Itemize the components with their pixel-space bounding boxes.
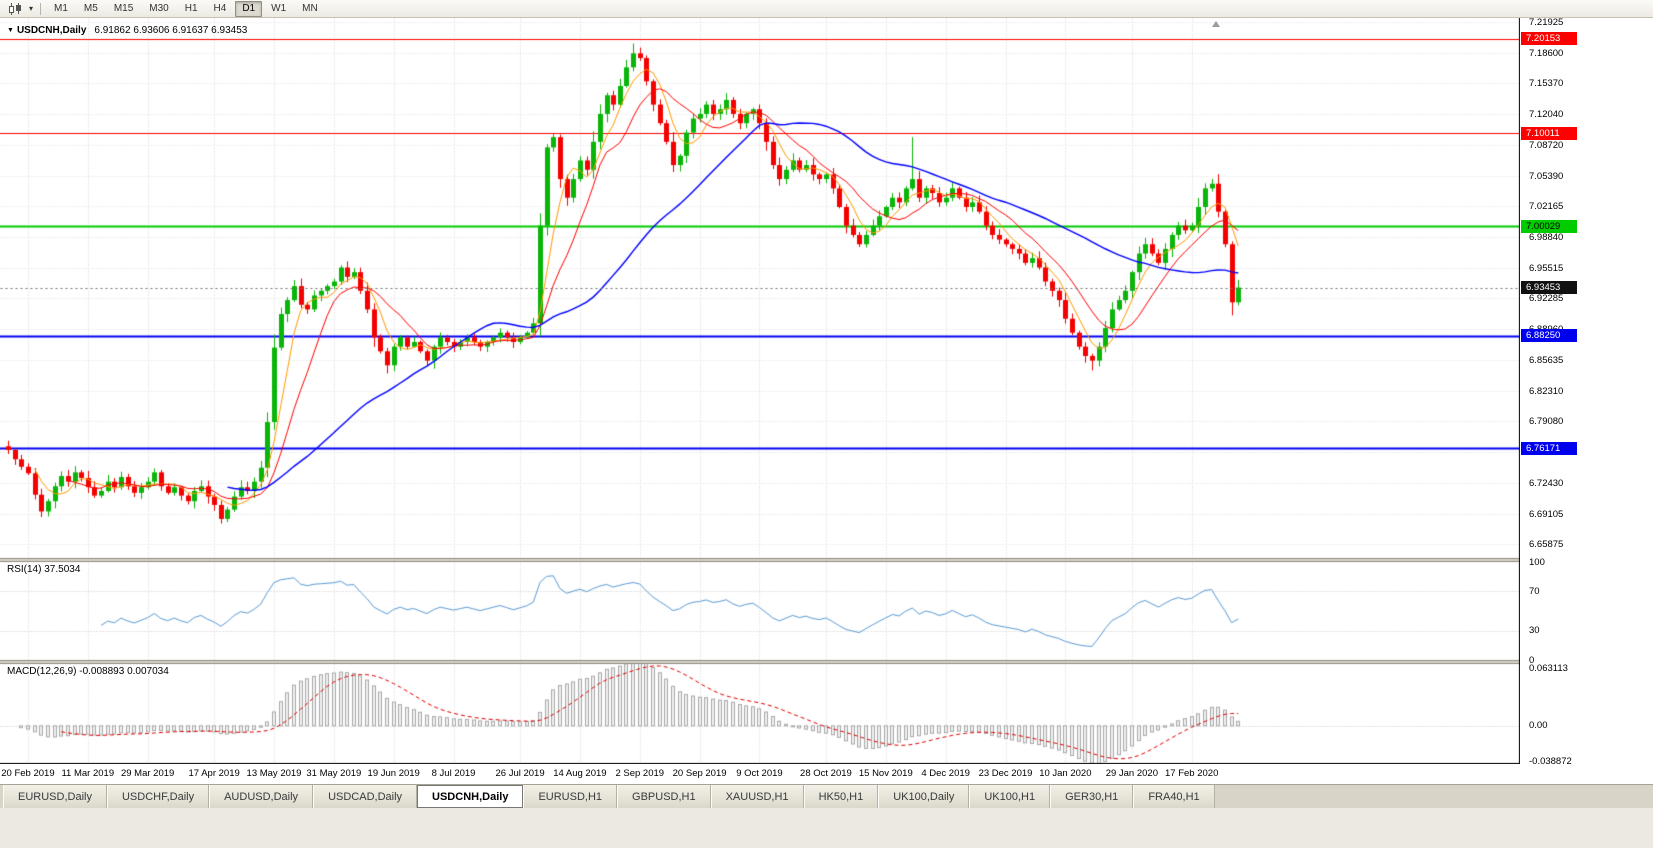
window-bottom-area <box>0 808 1653 848</box>
price-axis-label: 7.02165 <box>1529 200 1564 212</box>
candlestick-chart-icon[interactable] <box>5 2 25 16</box>
time-axis-label: 4 Dec 2019 <box>921 768 970 779</box>
price-axis-label: 6.85635 <box>1529 354 1564 366</box>
chart-tab-audusd-daily[interactable]: AUDUSD,Daily <box>209 785 314 808</box>
time-axis-label: 20 Sep 2019 <box>672 768 727 779</box>
chart-tab-ger30-h1[interactable]: GER30,H1 <box>1050 785 1134 808</box>
current-price-tag: 6.93453 <box>1521 281 1577 294</box>
hline-price-tag[interactable]: 6.88250 <box>1521 329 1577 343</box>
price-axis-label: 7.21925 <box>1529 16 1564 28</box>
hline-price-tag[interactable]: 7.00029 <box>1521 219 1577 233</box>
chart-tab-usdcnh-daily[interactable]: USDCNH,Daily <box>417 785 524 808</box>
price-axis-label: 6.79080 <box>1529 415 1564 427</box>
chart-tab-gbpusd-h1[interactable]: GBPUSD,H1 <box>617 785 711 808</box>
rsi-axis-label: 30 <box>1529 625 1540 637</box>
price-axis-label: 7.12040 <box>1529 108 1564 120</box>
price-axis-label: 6.72430 <box>1529 477 1564 489</box>
chart-tab-eurusd-h1[interactable]: EURUSD,H1 <box>523 785 618 808</box>
price-axis-label: 7.08720 <box>1529 139 1564 151</box>
time-axis-label: 17 Feb 2020 <box>1165 768 1219 779</box>
chart-shift-marker <box>1212 21 1220 27</box>
timeframe-button-d1[interactable]: D1 <box>235 0 263 17</box>
price-axis: 7.21925 7.18600 7.15370 7.12040 7.08720 7.053… <box>1520 16 1653 784</box>
chart-tab-eurusd-daily[interactable]: EURUSD,Daily <box>3 785 107 808</box>
chart-tab-bar: EURUSD,Daily USDCHF,Daily AUDUSD,Daily USDC… <box>0 784 1653 808</box>
timeframe-button-m1[interactable]: M1 <box>54 2 68 14</box>
chart-type-dropdown-icon[interactable]: ▾ <box>29 4 34 13</box>
hline-price-tag[interactable]: 6.76171 <box>1521 441 1577 455</box>
price-axis-label: 6.98840 <box>1529 231 1564 243</box>
time-axis-label: 9 Oct 2019 <box>736 768 783 779</box>
time-axis-label: 11 Mar 2019 <box>61 768 115 779</box>
timeframe-button-h4[interactable]: H4 <box>213 2 227 14</box>
timeframe-button-m5[interactable]: M5 <box>83 2 98 14</box>
time-axis-label: 8 Jul 2019 <box>431 768 476 779</box>
time-axis: 20 Feb 2019 11 Mar 2019 29 Mar 2019 17 Apr … <box>0 764 1653 784</box>
price-axis-label: 7.05390 <box>1529 170 1564 182</box>
toolbar-separator <box>40 2 42 15</box>
rsi-axis-label: 100 <box>1529 556 1545 568</box>
chart-tab-hk50-h1[interactable]: HK50,H1 <box>803 785 879 808</box>
chart-tab-usdcad-daily[interactable]: USDCAD,Daily <box>313 785 418 808</box>
price-axis-label: 6.69105 <box>1529 508 1564 520</box>
price-axis-label: 6.65875 <box>1529 538 1564 550</box>
time-axis-label: 15 Nov 2019 <box>858 768 913 779</box>
time-axis-label: 31 May 2019 <box>306 768 362 779</box>
time-axis-label: 26 Jul 2019 <box>495 768 545 779</box>
time-axis-label: 17 Apr 2019 <box>188 768 240 779</box>
time-axis-label: 29 Mar 2019 <box>120 768 175 779</box>
price-axis-label: 6.88960 <box>1529 324 1563 335</box>
macd-axis-label: 0.00 <box>1529 720 1548 732</box>
chart-tab-usdchf-daily[interactable]: USDCHF,Daily <box>106 785 210 808</box>
price-axis-label: 6.92285 <box>1529 292 1564 304</box>
time-axis-label: 13 May 2019 <box>246 768 302 779</box>
chart-tab-xauusd-h1[interactable]: XAUUSD,H1 <box>710 785 804 808</box>
time-axis-label: 19 Jun 2019 <box>367 768 420 779</box>
time-axis-label: 23 Dec 2019 <box>978 768 1033 779</box>
chart-tab-fra40-h1[interactable]: FRA40,H1 <box>1133 785 1215 808</box>
time-axis-label: 20 Feb 2019 <box>1 768 55 779</box>
price-axis-label: 7.15370 <box>1529 77 1564 89</box>
timeframe-group: M1 M5 M15 M30 H1 H4 D1 W1 MN <box>47 0 327 17</box>
price-axis-label: 6.82310 <box>1529 385 1564 397</box>
chart-tab-uk100-daily[interactable]: UK100,Daily <box>878 785 970 808</box>
time-axis-label: 29 Jan 2020 <box>1105 768 1158 779</box>
hline-price-tag[interactable]: 7.20153 <box>1521 32 1577 46</box>
price-axis-label: 7.18600 <box>1529 47 1564 59</box>
timeframe-button-mn[interactable]: MN <box>302 2 318 14</box>
macd-axis-label: 0.063113 <box>1529 662 1568 674</box>
chart-canvas[interactable] <box>0 18 1520 764</box>
hline-price-tag[interactable]: 7.10011 <box>1521 126 1577 140</box>
macd-axis-label: -0.038872 <box>1529 755 1572 767</box>
time-axis-label: 2 Sep 2019 <box>615 768 665 779</box>
rsi-axis-label: 70 <box>1529 585 1540 597</box>
timeframe-button-w1[interactable]: W1 <box>271 2 287 14</box>
time-axis-label: 14 Aug 2019 <box>553 768 607 779</box>
time-axis-label: 10 Jan 2020 <box>1039 768 1092 779</box>
top-toolbar: ▾ M1 M5 M15 M30 H1 H4 D1 W1 MN <box>0 0 1653 18</box>
rsi-axis-label: 0 <box>1529 654 1535 666</box>
time-axis-label: 28 Oct 2019 <box>800 768 852 779</box>
timeframe-button-m15[interactable]: M15 <box>113 2 134 14</box>
timeframe-button-h1[interactable]: H1 <box>184 2 198 14</box>
timeframe-button-m30[interactable]: M30 <box>149 2 169 14</box>
price-axis-label: 6.95515 <box>1529 262 1564 274</box>
chart-tab-uk100-h1[interactable]: UK100,H1 <box>969 785 1051 808</box>
